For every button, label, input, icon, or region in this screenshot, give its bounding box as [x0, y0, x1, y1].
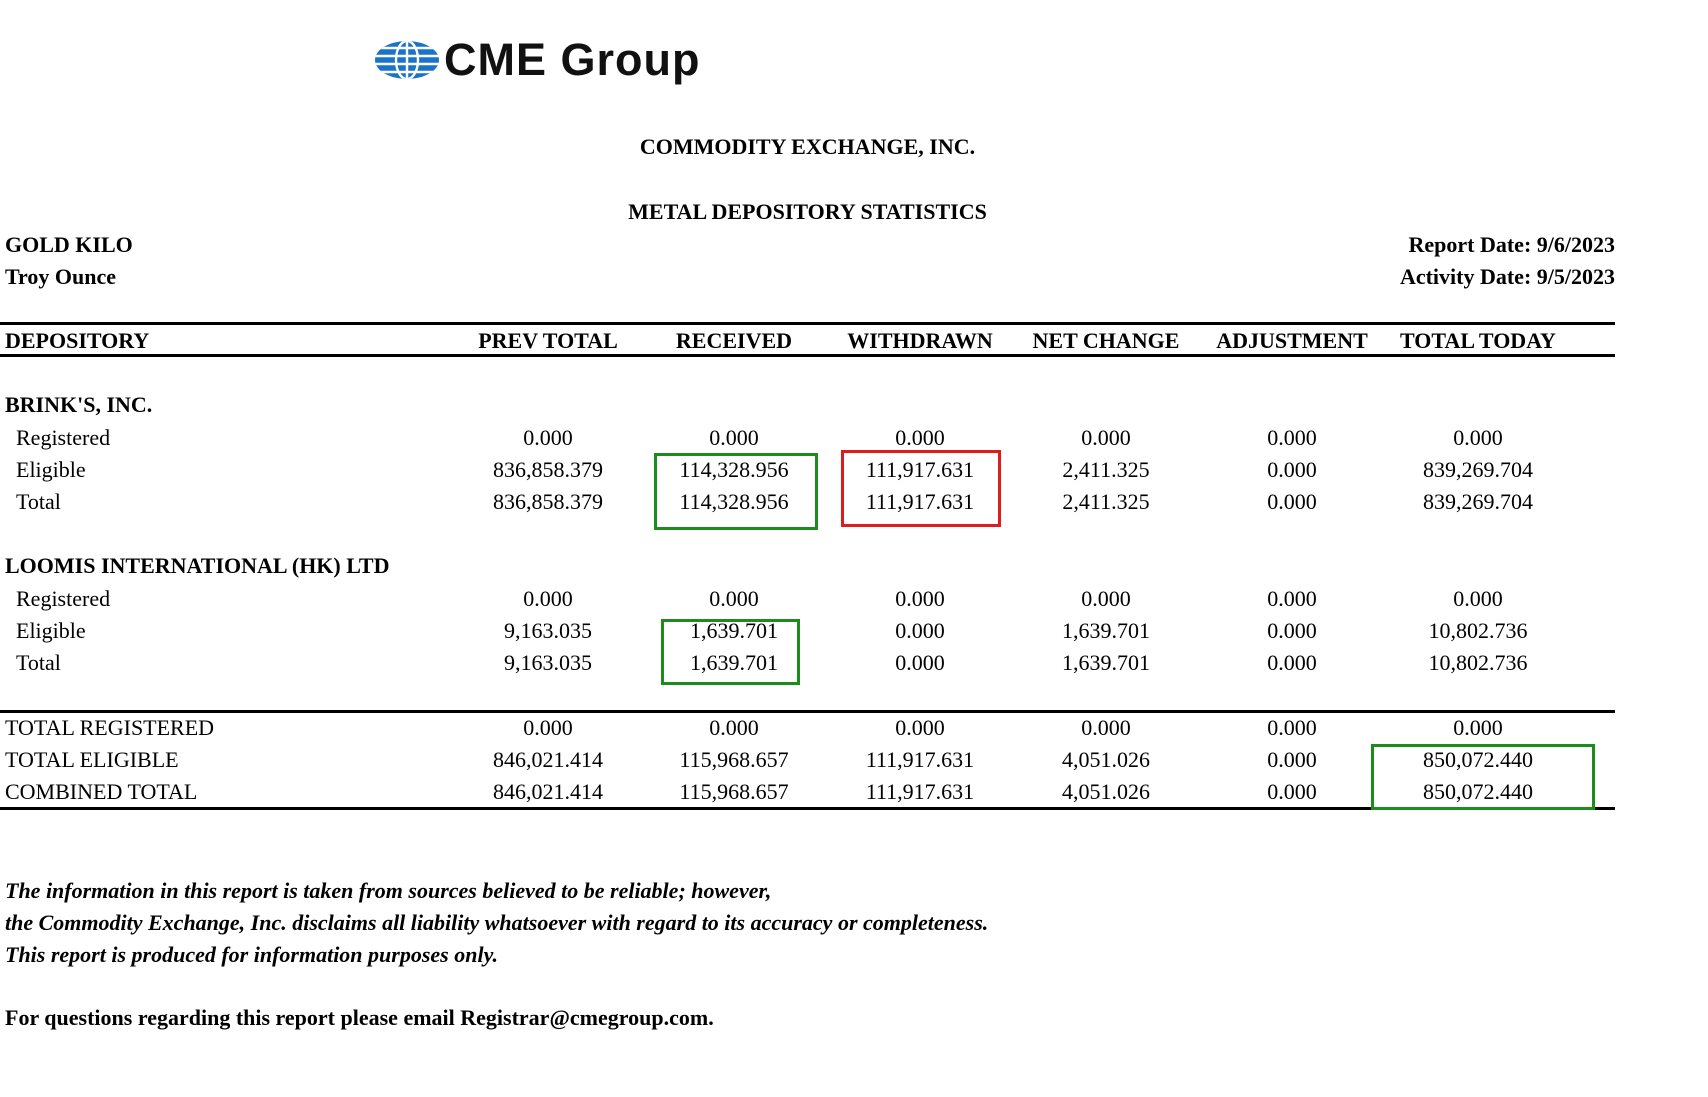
prev-total-value: 9,163.035 [504, 650, 592, 675]
withdrawn-value: 0.000 [895, 586, 945, 611]
net-change-value: 0.000 [1081, 425, 1131, 450]
withdrawn-value: 111,917.631 [865, 489, 975, 514]
total-today-value: 839,269.704 [1423, 457, 1533, 482]
col-header-depository: DEPOSITORY [5, 328, 150, 353]
adjustment-value: 0.000 [1267, 650, 1317, 675]
prev-total-value: 846,021.414 [493, 747, 603, 772]
col-header-total-today: TOTAL TODAY [1400, 328, 1556, 353]
total-today-value: 0.000 [1453, 586, 1503, 611]
withdrawn-value: 0.000 [895, 425, 945, 450]
prev-total-value: 9,163.035 [504, 618, 592, 643]
withdrawn-value: 0.000 [895, 715, 945, 740]
net-change-value: 2,411.325 [1062, 489, 1150, 514]
adjustment-value: 0.000 [1267, 618, 1317, 643]
company-title: COMMODITY EXCHANGE, INC. [639, 134, 976, 159]
received-value: 1,639.701 [690, 618, 778, 643]
row-label: Registered [16, 425, 111, 450]
received-value: 114,328.956 [679, 489, 789, 514]
prev-total-value: 836,858.379 [493, 489, 603, 514]
report-date: Report Date: 9/6/2023 [1408, 232, 1615, 257]
net-change-value: 4,051.026 [1062, 779, 1150, 804]
col-header-net-change: NET CHANGE [1032, 328, 1180, 353]
header-bottom-rule [0, 354, 1615, 357]
unit-label: Troy Ounce [5, 264, 117, 289]
net-change-value: 0.000 [1081, 715, 1131, 740]
col-header-prev-total: PREV TOTAL [478, 328, 618, 353]
col-header-withdrawn: WITHDRAWN [847, 328, 993, 353]
prev-total-value: 0.000 [523, 425, 573, 450]
adjustment-value: 0.000 [1267, 425, 1317, 450]
withdrawn-value: 0.000 [895, 618, 945, 643]
total-today-value: 0.000 [1453, 425, 1503, 450]
total-row-label: COMBINED TOTAL [5, 779, 198, 804]
total-today-value: 10,802.736 [1428, 650, 1528, 675]
highlight-box-total-today [1371, 744, 1595, 810]
metal-name: GOLD KILO [5, 232, 133, 257]
total-today-value: 0.000 [1453, 715, 1503, 740]
adjustment-value: 0.000 [1267, 457, 1317, 482]
net-change-value: 1,639.701 [1062, 618, 1150, 643]
withdrawn-value: 111,917.631 [865, 779, 975, 804]
received-value: 0.000 [709, 586, 759, 611]
prev-total-value: 0.000 [523, 715, 573, 740]
contact-note: For questions regarding this report plea… [5, 1005, 714, 1030]
adjustment-value: 0.000 [1267, 489, 1317, 514]
header-top-rule [0, 322, 1615, 325]
disclaimer-line: the Commodity Exchange, Inc. disclaims a… [5, 910, 989, 935]
withdrawn-value: 111,917.631 [865, 747, 975, 772]
net-change-value: 0.000 [1081, 586, 1131, 611]
received-value: 114,328.956 [679, 457, 789, 482]
row-label: Registered [16, 586, 111, 611]
received-value: 115,968.657 [679, 747, 789, 772]
row-label: Total [16, 650, 61, 675]
withdrawn-value: 0.000 [895, 650, 945, 675]
net-change-value: 2,411.325 [1062, 457, 1150, 482]
disclaimer-line: The information in this report is taken … [5, 878, 772, 903]
disclaimer-line: This report is produced for information … [5, 942, 499, 967]
total-today-value: 10,802.736 [1428, 618, 1528, 643]
total-today-value: 850,072.440 [1423, 779, 1533, 804]
highlight-box-brinks-withdrawn [841, 450, 1001, 527]
adjustment-value: 0.000 [1267, 779, 1317, 804]
prev-total-value: 0.000 [523, 586, 573, 611]
withdrawn-value: 111,917.631 [865, 457, 975, 482]
total-row-label: TOTAL ELIGIBLE [5, 747, 179, 772]
received-value: 115,968.657 [679, 779, 789, 804]
col-header-adjustment: ADJUSTMENT [1216, 328, 1368, 353]
adjustment-value: 0.000 [1267, 715, 1317, 740]
total-today-value: 839,269.704 [1423, 489, 1533, 514]
globe-icon [375, 41, 439, 79]
prev-total-value: 836,858.379 [493, 457, 603, 482]
depository-name: BRINK'S, INC. [5, 392, 153, 417]
activity-date: Activity Date: 9/5/2023 [1399, 264, 1615, 289]
adjustment-value: 0.000 [1267, 747, 1317, 772]
row-label: Total [16, 489, 61, 514]
cme-group-logo: CME Group [374, 30, 700, 90]
totals-bottom-rule [0, 807, 1615, 810]
net-change-value: 1,639.701 [1062, 650, 1150, 675]
adjustment-value: 0.000 [1267, 586, 1317, 611]
total-today-value: 850,072.440 [1423, 747, 1533, 772]
received-value: 0.000 [709, 715, 759, 740]
row-label: Eligible [16, 457, 86, 482]
logo-text: CME Group [444, 34, 701, 85]
net-change-value: 4,051.026 [1062, 747, 1150, 772]
received-value: 1,639.701 [690, 650, 778, 675]
depository-name: LOOMIS INTERNATIONAL (HK) LTD [5, 553, 390, 578]
total-row-label: TOTAL REGISTERED [5, 715, 215, 740]
received-value: 0.000 [709, 425, 759, 450]
totals-top-rule [0, 710, 1615, 713]
row-label: Eligible [16, 618, 86, 643]
col-header-received: RECEIVED [675, 328, 793, 353]
report-title: METAL DEPOSITORY STATISTICS [628, 199, 987, 224]
highlight-box-brinks-received [654, 453, 818, 530]
highlight-box-loomis-received [661, 619, 800, 685]
prev-total-value: 846,021.414 [493, 779, 603, 804]
